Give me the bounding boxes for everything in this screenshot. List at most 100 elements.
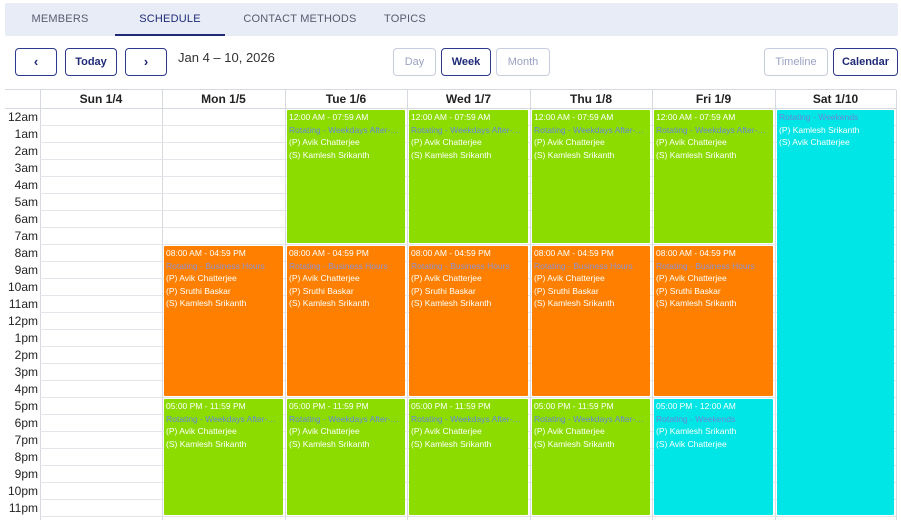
day-column-divider [162, 90, 163, 520]
schedule-event[interactable]: 05:00 PM - 11:59 PM Rotating - Weekdays A… [287, 399, 405, 515]
event-member: (S) Avik Chatterjee [656, 438, 727, 449]
event-rotation-name: Rotating - Business Hours [289, 260, 388, 271]
hour-label: 3pm [14, 365, 38, 379]
event-time: 05:00 PM - 11:59 PM [534, 401, 614, 411]
tab-schedule[interactable]: SCHEDULE [115, 3, 225, 36]
event-member: (P) Avik Chatterjee [534, 426, 605, 436]
today-button[interactable]: Today [65, 48, 117, 76]
tab-bar: MEMBERS SCHEDULE CONTACT METHODS TOPICS [5, 3, 898, 36]
day-header: Sun 1/4 [79, 92, 123, 106]
event-rotation-name: Rotating - Weekends [779, 112, 859, 122]
event-member: (P) Avik Chatterjee [534, 137, 605, 147]
event-member: (S) Kamlesh Srikanth [411, 438, 492, 449]
hour-label: 3am [14, 161, 38, 175]
schedule-event[interactable]: 05:00 PM - 11:59 PM Rotating - Weekdays A… [164, 399, 283, 515]
schedule-event[interactable]: 08:00 AM - 04:59 PM Rotating - Business H… [532, 246, 650, 396]
event-time: 05:00 PM - 11:59 PM [166, 401, 246, 411]
day-column-divider [896, 90, 897, 520]
event-member: (P) Sruthi Baskar [166, 285, 231, 296]
day-view-button[interactable]: Day [393, 48, 436, 76]
schedule-event[interactable]: 08:00 AM - 04:59 PM Rotating - Business H… [287, 246, 405, 396]
week-view-button[interactable]: Week [441, 48, 491, 76]
next-week-button[interactable]: › [125, 48, 167, 76]
chevron-left-icon: ‹ [33, 54, 39, 69]
event-member: (P) Avik Chatterjee [411, 273, 482, 283]
week-calendar-grid: Sun 1/4 Mon 1/5 Tue 1/6 Wed 1/7 Thu 1/8 Fri 1… [5, 89, 897, 520]
schedule-event[interactable]: 05:00 PM - 11:59 PM Rotating - Weekdays A… [409, 399, 528, 515]
day-header: Wed 1/7 [445, 92, 492, 106]
event-rotation-name: Rotating - Weekdays After-Hours [289, 413, 403, 424]
schedule-event[interactable]: 12:00 AM - 07:59 AM Rotating - Weekdays A… [287, 110, 405, 243]
tab-topics[interactable]: TOPICS [384, 13, 426, 25]
event-member: (P) Avik Chatterjee [166, 426, 237, 436]
event-member: (S) Kamlesh Srikanth [534, 149, 615, 160]
hour-label: 10pm [7, 484, 38, 498]
hour-label: 6pm [14, 416, 38, 430]
event-member: (P) Kamlesh Srikanth [779, 124, 860, 135]
schedule-event[interactable]: 08:00 AM - 04:59 PM Rotating - Business H… [164, 246, 283, 396]
event-member: (S) Kamlesh Srikanth [289, 149, 370, 160]
event-rotation-name: Rotating - Business Hours [534, 260, 633, 271]
event-member: (P) Avik Chatterjee [289, 426, 360, 436]
event-rotation-name: Rotating - Weekdays After-Hours [289, 124, 403, 135]
hour-label: 11am [8, 297, 38, 311]
hour-label: 2am [14, 144, 38, 158]
event-rotation-name: Rotating - Weekdays After-Hours [534, 124, 648, 135]
day-header: Tue 1/6 [325, 92, 367, 106]
event-member: (P) Avik Chatterjee [656, 273, 727, 283]
event-time: 08:00 AM - 04:59 PM [534, 248, 614, 258]
hour-label: 5pm [14, 399, 38, 413]
date-range-label: Jan 4 – 10, 2026 [178, 50, 275, 65]
day-column-divider [285, 90, 286, 520]
event-member: (S) Kamlesh Srikanth [534, 438, 615, 449]
event-member: (S) Kamlesh Srikanth [534, 298, 615, 308]
event-time: 08:00 AM - 04:59 PM [411, 248, 491, 258]
header-divider [5, 108, 896, 109]
schedule-event[interactable]: 12:00 AM - 07:59 AM Rotating - Weekdays A… [654, 110, 773, 243]
schedule-event[interactable]: Rotating - Weekends (P) Kamlesh Srikanth (… [777, 110, 894, 515]
schedule-event[interactable]: 08:00 AM - 04:59 PM Rotating - Business H… [409, 246, 528, 396]
day-header: Sat 1/10 [812, 92, 859, 106]
event-member: (P) Kamlesh Srikanth [656, 426, 737, 436]
day-header: Fri 1/9 [695, 92, 732, 106]
event-rotation-name: Rotating - Weekdays After-Hours [166, 413, 281, 424]
event-time: 12:00 AM - 07:59 AM [534, 112, 614, 122]
schedule-event[interactable]: 12:00 AM - 07:59 AM Rotating - Weekdays A… [532, 110, 650, 243]
hour-label: 9am [14, 263, 38, 277]
hour-label: 4am [14, 178, 38, 192]
event-time: 05:00 PM - 12:00 AM [656, 401, 736, 411]
event-time: 05:00 PM - 11:59 PM [411, 401, 491, 411]
event-member: (P) Avik Chatterjee [411, 426, 482, 436]
event-time: 12:00 AM - 07:59 AM [656, 112, 736, 122]
schedule-event[interactable]: 05:00 PM - 12:00 AM Rotating - Weekends (P… [654, 399, 773, 515]
day-column-divider [407, 90, 408, 520]
tab-contact-methods[interactable]: CONTACT METHODS [243, 13, 357, 25]
month-view-button[interactable]: Month [496, 48, 550, 76]
timeline-button[interactable]: Timeline [764, 48, 828, 76]
day-header: Mon 1/5 [201, 92, 246, 106]
hour-label: 10am [7, 280, 38, 294]
event-member: (P) Avik Chatterjee [656, 137, 727, 147]
schedule-event[interactable]: 12:00 AM - 07:59 AM Rotating - Weekdays A… [409, 110, 528, 243]
day-column-divider [530, 90, 531, 520]
hour-label: 9pm [14, 467, 38, 481]
hour-label: 2pm [14, 348, 38, 362]
hour-gridline [40, 244, 896, 245]
calendar-button[interactable]: Calendar [833, 48, 898, 76]
hour-label: 8pm [14, 450, 38, 464]
chevron-right-icon: › [143, 54, 149, 69]
hour-label: 11pm [8, 501, 38, 515]
event-rotation-name: Rotating - Weekdays After-Hours [411, 413, 526, 424]
prev-week-button[interactable]: ‹ [15, 48, 57, 76]
event-rotation-name: Rotating - Weekends [656, 413, 736, 424]
day-header: Thu 1/8 [569, 92, 612, 106]
schedule-event[interactable]: 05:00 PM - 11:59 PM Rotating - Weekdays A… [532, 399, 650, 515]
schedule-event[interactable]: 08:00 AM - 04:59 PM Rotating - Business H… [654, 246, 773, 396]
event-member: (P) Avik Chatterjee [289, 137, 360, 147]
event-member: (S) Kamlesh Srikanth [656, 298, 737, 308]
tab-members[interactable]: MEMBERS [31, 13, 89, 25]
event-member: (P) Avik Chatterjee [411, 137, 482, 147]
event-rotation-name: Rotating - Weekdays After-Hours [656, 124, 771, 135]
event-member: (P) Sruthi Baskar [656, 285, 721, 296]
event-time: 05:00 PM - 11:59 PM [289, 401, 369, 411]
